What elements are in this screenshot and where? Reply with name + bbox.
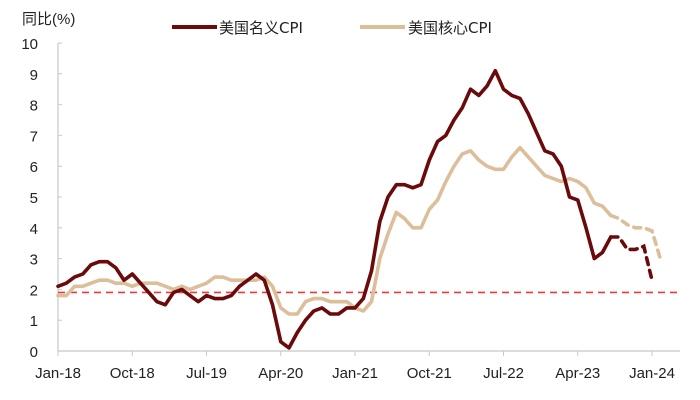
x-tick-label: Jan-21 [332, 365, 378, 382]
legend-item-headline-cpi: 美国名义CPI [172, 19, 303, 37]
series-line [56, 145, 613, 316]
x-tick-label: Jul-19 [186, 365, 227, 382]
x-tick-label: Apr-23 [555, 365, 600, 382]
series-forecast-line [609, 235, 654, 282]
y-tick-label: 10 [21, 36, 38, 53]
series-lines [56, 68, 663, 350]
y-tick-label: 3 [30, 252, 38, 269]
x-tick-label: Apr-20 [258, 365, 303, 382]
legend: 美国名义CPI 美国核心CPI [172, 19, 492, 37]
x-tick-label: Oct-18 [110, 365, 155, 382]
y-tick-label: 6 [30, 159, 38, 176]
y-axis-title: 同比(%) [22, 11, 75, 28]
y-tick-label: 7 [30, 128, 38, 145]
legend-label-core: 美国核心CPI [408, 19, 492, 37]
x-tick-label: Jan-24 [629, 365, 675, 382]
series-forecast-line [609, 213, 663, 261]
axes: 0 1 2 3 4 5 6 7 8 9 10 Jan-18 Oct-18 Jul-19 Apr-20 Jan-… [21, 36, 680, 382]
y-tick-label: 5 [30, 190, 38, 207]
y-tick-label: 9 [30, 67, 38, 84]
legend-label-headline: 美国名义CPI [219, 19, 303, 37]
y-tick-label: 4 [30, 221, 38, 238]
y-tick-label: 1 [30, 313, 38, 330]
y-tick-label: 8 [30, 98, 38, 115]
x-tick-label: Jan-18 [35, 365, 81, 382]
legend-item-core-cpi: 美国核心CPI [360, 19, 492, 37]
x-tick-label: Oct-21 [407, 365, 452, 382]
y-tick-label: 2 [30, 282, 38, 299]
x-tick-label: Jul-22 [483, 365, 524, 382]
series-line [56, 68, 613, 350]
y-tick-label: 0 [30, 344, 38, 361]
